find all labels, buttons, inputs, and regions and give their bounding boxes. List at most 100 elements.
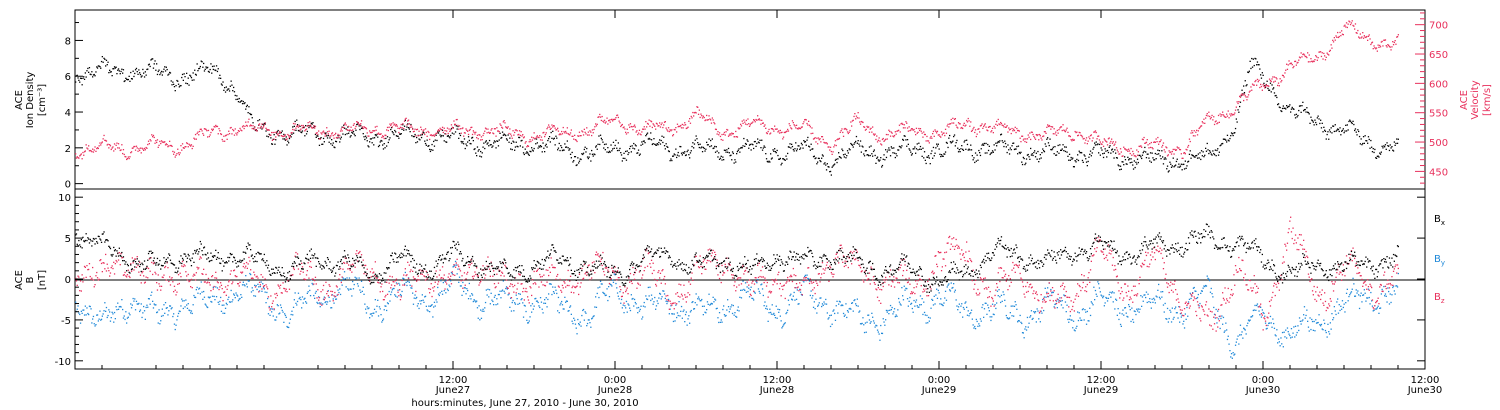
data-point-bz: [1370, 285, 1372, 287]
data-point-bx: [1126, 251, 1128, 253]
data-point-bx: [157, 264, 159, 266]
data-point-bx: [589, 273, 591, 276]
data-point-bx: [602, 268, 604, 270]
data-point-by: [1362, 294, 1365, 296]
data-point-by: [1187, 301, 1190, 303]
data-point-bx: [829, 268, 831, 270]
data-point-by: [607, 299, 609, 302]
data-point-bx: [489, 270, 491, 272]
data-point-bx: [553, 250, 555, 252]
data-point-bx: [688, 266, 690, 269]
data-point-bx: [1332, 265, 1335, 267]
data-point-by: [1255, 309, 1257, 311]
data-point-bz: [663, 275, 666, 278]
data-point-bz: [402, 284, 404, 286]
data-point-bz: [926, 295, 928, 297]
data-point-bx: [793, 251, 795, 253]
data-point-bx: [818, 265, 820, 267]
data-point-bx: [301, 268, 304, 270]
data-point-bx: [1260, 261, 1263, 263]
data-point-bz: [180, 276, 182, 278]
data-point-bx: [1222, 246, 1224, 249]
data-point-bz: [882, 285, 884, 288]
data-point-by: [1392, 285, 1395, 287]
data-point-by: [774, 314, 776, 316]
data-point-bz: [510, 297, 513, 299]
data-point-by: [284, 314, 287, 317]
data-point-bx: [868, 262, 870, 264]
data-point-by: [780, 320, 782, 322]
data-point-bz: [851, 252, 854, 254]
data-point-bx: [1366, 266, 1368, 268]
data-point-bx: [1384, 258, 1387, 261]
data-point-bz: [1200, 305, 1203, 307]
data-point-bz: [943, 258, 945, 260]
data-point-by: [983, 308, 986, 310]
data-point-bx: [394, 252, 396, 254]
data-point-by: [524, 305, 526, 307]
data-point-bx: [669, 256, 671, 259]
data-point-bz: [99, 259, 101, 262]
data-point-bz: [476, 267, 478, 269]
data-point-bx: [851, 258, 854, 260]
data-point-bx: [1139, 249, 1141, 252]
data-point-bz: [171, 277, 173, 279]
data-point-bz: [1285, 245, 1287, 247]
data-point-by: [1230, 356, 1232, 358]
data-point-bx: [465, 262, 467, 264]
data-point-bz: [1108, 252, 1110, 254]
data-point-by: [516, 298, 518, 300]
data-point-bx: [221, 270, 223, 272]
data-point-bz: [668, 308, 670, 310]
data-point-bz: [295, 251, 297, 254]
data-point-bz: [945, 251, 948, 253]
data-point-by: [160, 315, 163, 317]
data-point-bz: [1031, 286, 1033, 288]
data-point-bz: [182, 265, 184, 268]
data-point-bx: [424, 268, 426, 270]
data-point-by: [960, 305, 962, 307]
data-point-bx: [865, 269, 867, 271]
data-point-by: [885, 309, 888, 312]
data-point-bz: [105, 253, 107, 256]
data-point-bz: [1053, 290, 1055, 292]
data-point-by: [296, 304, 298, 306]
data-point-bx: [944, 277, 946, 279]
data-point-by: [278, 313, 280, 315]
data-point-bz: [359, 250, 361, 253]
data-point-bx: [1104, 241, 1106, 243]
data-point-bx: [1345, 267, 1348, 270]
data-point-bx: [1116, 250, 1118, 252]
data-point-bz: [1149, 254, 1152, 256]
data-point-bz: [746, 281, 748, 283]
data-point-bz: [1260, 303, 1262, 305]
data-point-bz: [1192, 292, 1194, 294]
data-point-bx: [1037, 259, 1039, 262]
data-point-bx: [681, 262, 683, 264]
data-point-by: [235, 292, 237, 294]
data-point-bz: [989, 291, 991, 293]
data-point-bz: [1083, 275, 1085, 277]
data-point-by: [331, 294, 334, 296]
data-point-bz: [564, 282, 566, 284]
data-point-by: [559, 304, 561, 306]
data-point-bz: [1073, 310, 1075, 312]
data-point-by: [466, 288, 468, 290]
data-point-bx: [1354, 255, 1357, 257]
data-point-bx: [304, 263, 306, 265]
data-point-bz: [1017, 266, 1020, 269]
data-point-bx: [1114, 248, 1116, 250]
data-point-bx: [198, 248, 201, 250]
data-point-bx: [582, 260, 585, 262]
data-point-bx: [1108, 246, 1110, 248]
data-point-bz: [929, 285, 931, 288]
data-point-bz: [90, 278, 92, 281]
data-point-bx: [225, 261, 227, 263]
data-point-by: [943, 302, 945, 304]
data-point-density: [83, 76, 85, 78]
data-point-bx: [91, 245, 93, 247]
data-point-bz: [447, 276, 449, 278]
data-point-by: [916, 305, 918, 307]
data-point-bz: [914, 292, 916, 295]
data-point-bz: [610, 278, 612, 280]
